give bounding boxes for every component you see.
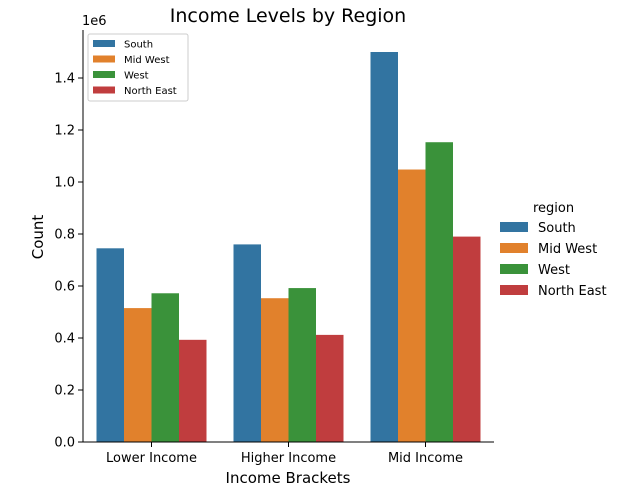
legend-inner-label: West [124,71,149,82]
legend-outer-label: West [538,263,570,278]
legend-outer-label: North East [538,284,607,299]
y-tick-label: 1.4 [54,72,75,87]
legend-outer-swatch [500,222,528,232]
y-tick-label: 0.6 [54,280,75,295]
legend-outer: region South Mid West West North East [500,201,607,299]
x-axis-label: Income Brackets [226,469,351,487]
chart-title: Income Levels by Region [170,5,406,27]
bar-mid-west-0 [124,308,152,442]
bar-west-0 [151,293,179,442]
bar-mid-west-2 [398,169,426,442]
x-tick-label: Lower Income [106,451,197,466]
legend-inner-swatch [93,40,115,47]
bar-north-east-2 [453,236,481,442]
bar-west-1 [288,288,316,442]
legend-outer-label: Mid West [538,242,597,257]
legend-inner: South Mid West West North East [87,33,189,102]
legend-inner-frame [87,33,189,102]
bars-group [96,52,481,442]
legend-inner-swatch [93,55,115,63]
legend-inner-swatch [93,71,115,78]
x-tick-label: Mid Income [388,451,463,466]
y-ticks-group: 0.0 0.2 0.4 0.6 0.8 1.0 1.2 1.4 [54,72,83,451]
y-tick-label: 1.0 [54,176,75,191]
y-tick-label: 0.0 [54,436,75,451]
y-tick-label: 1.2 [54,124,75,139]
legend-inner-label: South [124,40,153,51]
legend-outer-label: South [538,221,576,236]
y-tick-label: 0.8 [54,228,75,243]
legend-inner-label: North East [124,86,177,97]
legend-inner-swatch [93,86,115,94]
legend-outer-swatch [500,264,528,274]
bar-south-0 [96,248,124,442]
bar-north-east-0 [179,339,207,442]
bar-west-2 [425,142,453,442]
y-tick-label: 0.4 [54,332,75,347]
y-offset-label: 1e6 [82,14,107,29]
legend-outer-swatch [500,285,528,295]
legend-inner-label: Mid West [124,55,170,66]
bar-south-2 [370,52,398,442]
bar-mid-west-1 [261,298,289,442]
x-tick-label: Higher Income [241,451,336,466]
legend-outer-title: region [533,201,574,216]
x-ticks-group: Lower Income Higher Income Mid Income [106,442,463,466]
legend-outer-swatch [500,243,528,253]
bar-south-1 [233,244,261,442]
bar-north-east-1 [316,334,344,442]
y-axis-label: Count [29,215,47,260]
y-tick-label: 0.2 [54,384,75,399]
